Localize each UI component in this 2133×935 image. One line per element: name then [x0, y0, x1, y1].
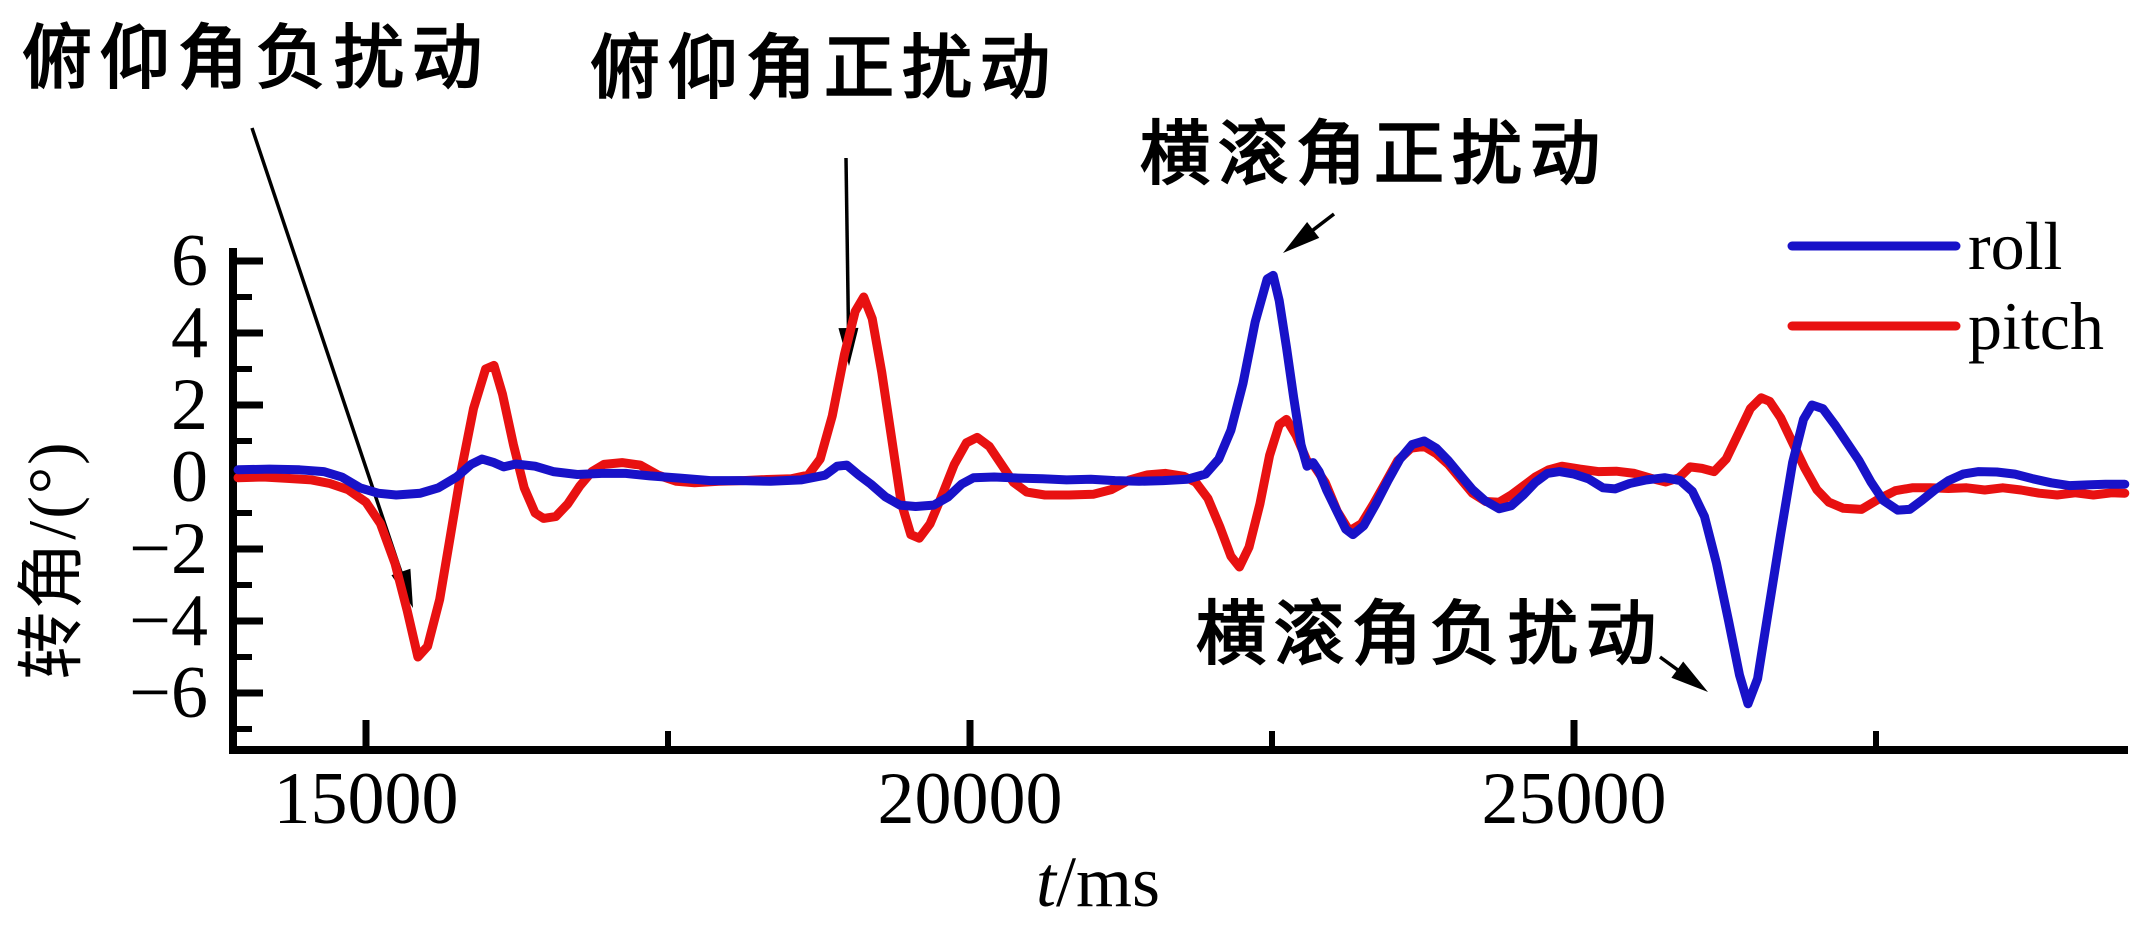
annotation-arrow-line [250, 127, 405, 579]
annotation-text-4: 横滚角负扰动 [1196, 597, 1664, 674]
x-axis-title-symbol: t [1035, 842, 1056, 922]
x-axis-title-unit: /ms [1055, 842, 1161, 922]
annotation-arrow-head [1671, 661, 1708, 692]
y-tick-label-2: 2 [171, 364, 208, 446]
y-tick-label-4: 4 [171, 292, 208, 374]
roll-curve [233, 270, 2130, 709]
annotation-text-3: 横滚角正扰动 [1140, 117, 1608, 194]
x-axis-title: t/ms [1036, 846, 1160, 918]
annotation-text-1: 俯仰角负扰动 [22, 21, 490, 98]
y-tick-label--2: −2 [129, 508, 208, 590]
x-tick-label-20000: 20000 [877, 758, 1063, 840]
y-axis-title: 转角/(°) [14, 440, 90, 680]
y-tick-label--4: −4 [129, 580, 208, 662]
annotation-arrow-line [844, 157, 851, 335]
y-tick-label--6: −6 [129, 652, 208, 734]
y-tick-label-0: 0 [171, 436, 208, 518]
x-tick-label-25000: 25000 [1481, 758, 1667, 840]
pitch-curve [233, 292, 2130, 662]
legend-label-roll: roll [1968, 208, 2063, 284]
annotation-text-2: 俯仰角正扰动 [590, 31, 1058, 108]
x-tick-label-15000: 15000 [273, 758, 459, 840]
annotation-arrow-head [1283, 221, 1320, 253]
legend-label-pitch: pitch [1968, 288, 2104, 364]
y-tick-label-6: 6 [171, 220, 208, 302]
